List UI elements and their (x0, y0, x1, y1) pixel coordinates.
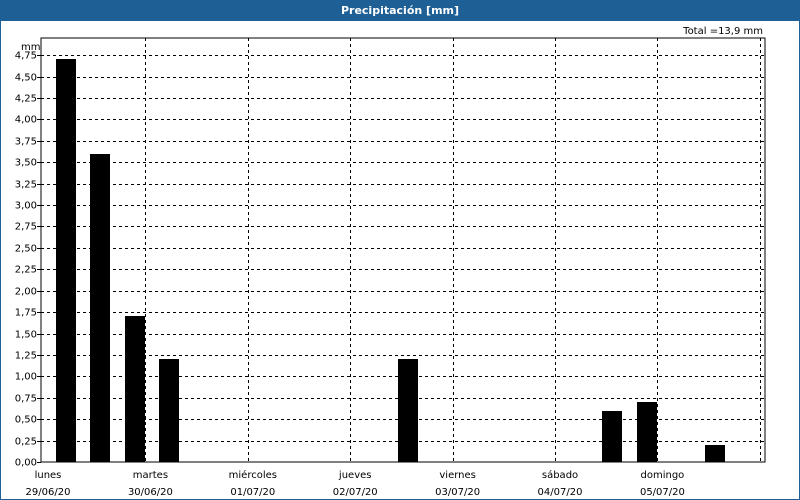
x-tick-day: sábado (542, 469, 578, 481)
x-tick-day: miércoles (229, 469, 277, 481)
y-tick-label: 3,00 (15, 201, 37, 212)
x-tick-date: 02/07/20 (333, 487, 378, 498)
y-tick-label: 1,00 (15, 372, 37, 383)
y-tick-label: 0,00 (15, 458, 37, 469)
y-tick-label: 3,50 (15, 158, 37, 169)
y-tick-label: 2,75 (15, 222, 37, 233)
bar (637, 402, 657, 462)
bar (90, 154, 110, 462)
x-tick-day: martes (133, 470, 168, 481)
chart-title: Precipitación [mm] (1, 1, 799, 21)
x-tick-date: 03/07/20 (435, 487, 480, 498)
y-tick-label: 2,50 (15, 244, 37, 255)
y-tick-label: 4,50 (15, 73, 37, 84)
x-tick-date: 04/07/20 (538, 487, 583, 498)
y-tick-label: 0,75 (15, 394, 37, 405)
bar (125, 316, 145, 462)
y-axis-label: mm (21, 42, 40, 53)
x-tick-date: 30/06/20 (128, 487, 173, 498)
y-tick-label: 1,75 (15, 308, 37, 319)
bar (602, 411, 622, 462)
x-tick-date: 05/07/20 (640, 487, 685, 498)
y-tick-label: 1,50 (15, 330, 37, 341)
bar (56, 59, 76, 462)
y-tick-label: 1,25 (15, 351, 37, 362)
bar (705, 445, 725, 462)
y-tick-label: 2,25 (15, 265, 37, 276)
y-tick-label: 2,00 (15, 287, 37, 298)
x-tick-day: viernes (439, 470, 475, 481)
y-tick-label: 0,25 (15, 437, 37, 448)
bar (398, 359, 418, 462)
y-tick-label: 4,00 (15, 115, 37, 126)
y-tick-label: 0,50 (15, 415, 37, 426)
x-tick-date: 01/07/20 (230, 487, 275, 498)
x-tick-day: lunes (35, 470, 62, 481)
y-tick-label: 4,25 (15, 94, 37, 105)
total-label: Total =13,9 mm (683, 26, 763, 37)
bar (159, 359, 179, 462)
x-tick-day: domingo (641, 470, 685, 481)
y-tick-label: 3,75 (15, 137, 37, 148)
x-tick-date: 29/06/20 (26, 487, 71, 498)
y-tick-label: 4,75 (15, 51, 37, 62)
y-tick-label: 3,25 (15, 180, 37, 191)
x-tick-day: jueves (338, 470, 372, 481)
